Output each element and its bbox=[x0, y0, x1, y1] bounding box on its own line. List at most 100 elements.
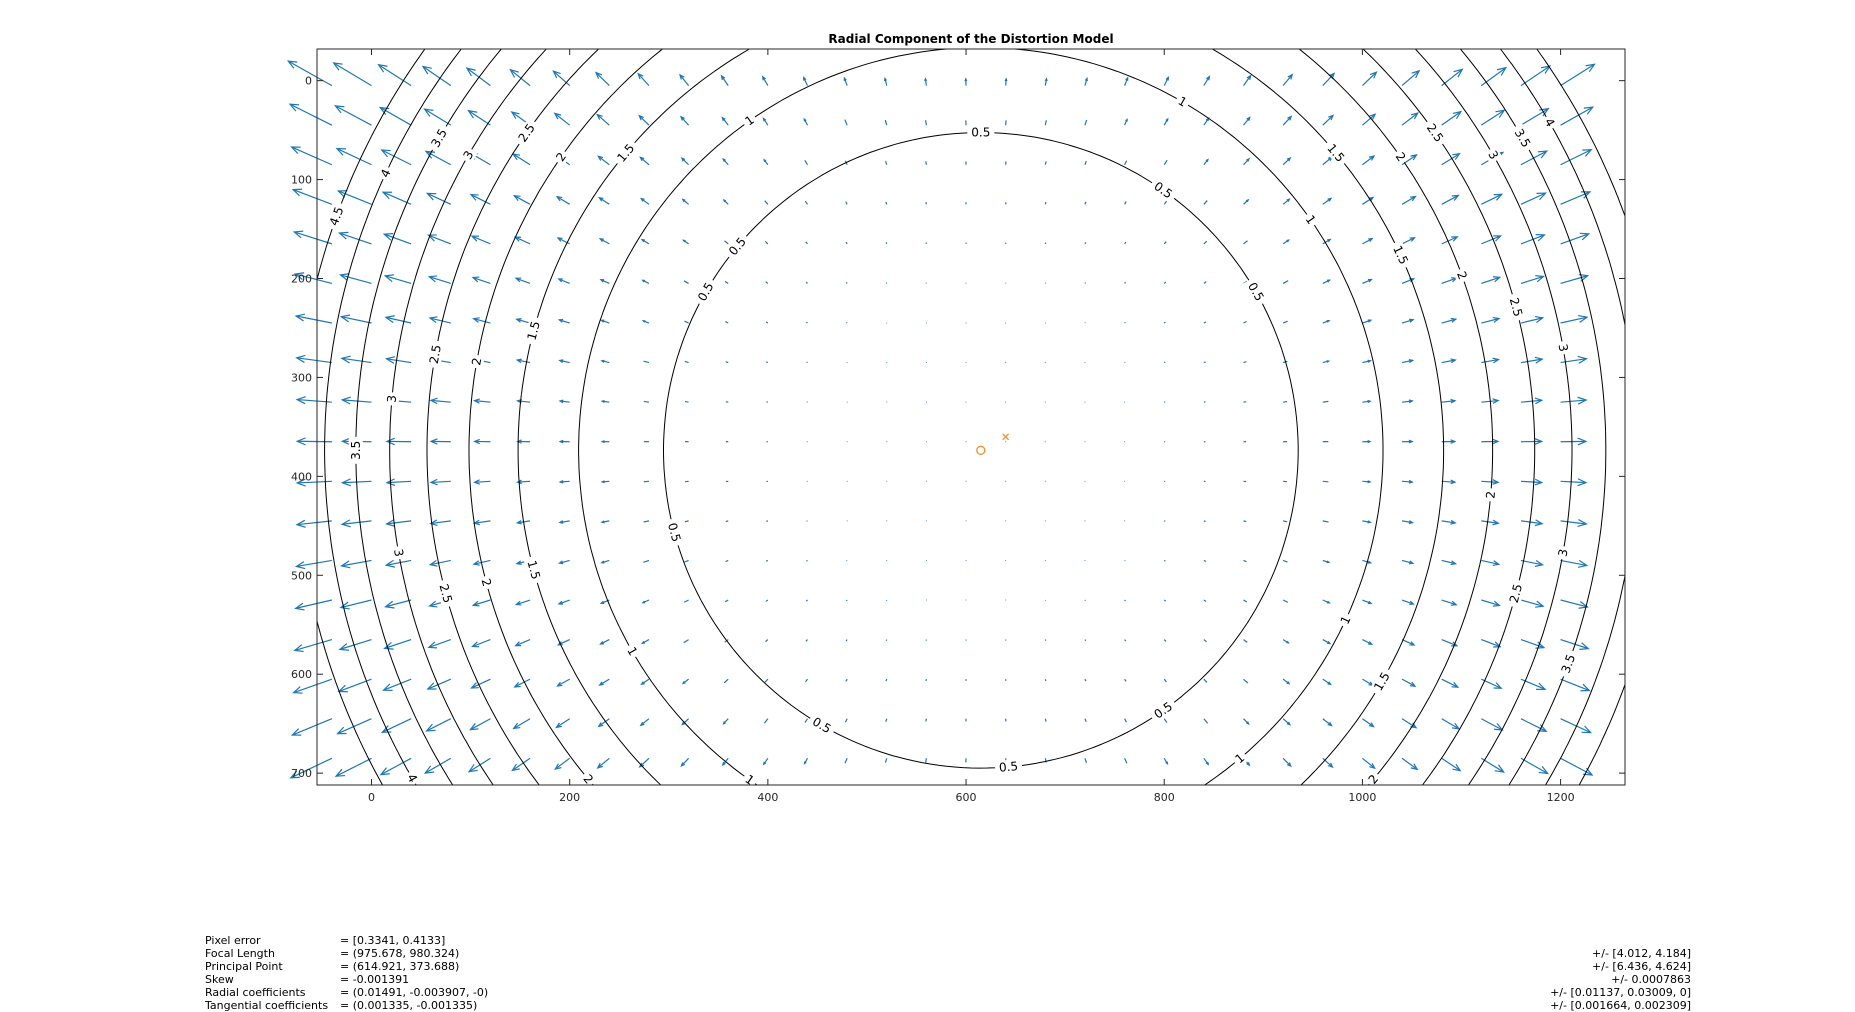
quiver-arrow bbox=[336, 758, 371, 776]
quiver-arrow bbox=[338, 719, 372, 734]
quiver-arrow bbox=[1442, 154, 1460, 165]
quiver-arrow bbox=[926, 560, 927, 561]
info-row: Focal Length= (975.678, 980.324) bbox=[205, 947, 488, 960]
y-tick-label: 300 bbox=[291, 371, 312, 384]
quiver-arrow bbox=[1085, 242, 1086, 244]
quiver-arrow bbox=[845, 120, 847, 126]
info-name: Radial coefficients bbox=[205, 986, 340, 999]
calibration-values: Pixel error= [0.3341, 0.4133]Focal Lengt… bbox=[205, 934, 488, 1012]
quiver-arrow bbox=[1362, 72, 1376, 85]
quiver-arrow bbox=[1045, 679, 1046, 681]
contour-label: 0.5 bbox=[665, 521, 683, 543]
quiver-arrow bbox=[806, 679, 808, 682]
quiver-arrow bbox=[514, 196, 530, 205]
quiver-arrow bbox=[805, 201, 807, 204]
quiver-arrow bbox=[1005, 402, 1006, 403]
quiver-arrow bbox=[1204, 282, 1206, 284]
quiver-arrow bbox=[1402, 71, 1419, 86]
info-name: Skew bbox=[205, 973, 340, 986]
info-uncertainty: +/- [6.436, 4.624] bbox=[1550, 960, 1691, 973]
quiver-arrow bbox=[724, 241, 728, 244]
quiver-arrow bbox=[1164, 600, 1165, 601]
quiver-arrow bbox=[428, 235, 450, 244]
quiver-arrow bbox=[384, 679, 412, 690]
contour-line bbox=[518, 49, 1444, 785]
quiver-arrow bbox=[427, 719, 451, 731]
quiver-arrowhead bbox=[334, 63, 343, 70]
quiver-arrow bbox=[513, 154, 530, 165]
quiver-arrow bbox=[1442, 112, 1461, 126]
quiver-arrow bbox=[644, 401, 649, 402]
quiver-arrow bbox=[886, 323, 887, 324]
quiver-arrow bbox=[472, 236, 490, 244]
quiver-arrow bbox=[471, 195, 490, 205]
quiver-arrow bbox=[1045, 161, 1046, 164]
quiver-arrow bbox=[1323, 401, 1329, 402]
quiver-arrow bbox=[557, 679, 569, 686]
quiver-arrow bbox=[847, 481, 848, 482]
quiver-arrow bbox=[1283, 281, 1288, 284]
quiver-arrow bbox=[1005, 560, 1006, 561]
quiver-arrow bbox=[1481, 110, 1504, 125]
quiver-arrow bbox=[596, 73, 609, 86]
quiver-arrow bbox=[1045, 202, 1046, 204]
quiver-arrow bbox=[1561, 64, 1595, 85]
quiver-arrow bbox=[926, 520, 927, 521]
quiver-arrow bbox=[847, 441, 848, 442]
quiver-arrow bbox=[1561, 107, 1593, 125]
quiver-arrow bbox=[294, 232, 332, 244]
quiver-arrowhead bbox=[425, 766, 434, 773]
y-tick-label: 500 bbox=[291, 569, 312, 582]
quiver-arrow bbox=[886, 520, 887, 521]
quiver-arrow bbox=[886, 402, 887, 403]
quiver-arrow bbox=[1204, 201, 1207, 205]
quiver-arrow bbox=[1005, 323, 1006, 324]
quiver-arrow bbox=[966, 481, 967, 482]
quiver-arrow bbox=[1204, 679, 1207, 682]
quiver-arrow bbox=[886, 202, 887, 204]
info-row: Skew= -0.001391 bbox=[205, 973, 488, 986]
quiver-arrow bbox=[926, 161, 927, 164]
quiver-arrow bbox=[766, 521, 768, 522]
quiver-arrow bbox=[966, 402, 967, 403]
quiver-arrow bbox=[1244, 679, 1248, 683]
quiver-arrow bbox=[926, 323, 927, 324]
y-tick-label: 200 bbox=[291, 273, 312, 286]
quiver-arrow bbox=[926, 402, 927, 403]
contour-label: 3 bbox=[385, 394, 400, 403]
quiver-arrow bbox=[1045, 120, 1046, 125]
quiver-arrow bbox=[926, 481, 927, 482]
quiver-arrow bbox=[847, 520, 848, 521]
quiver-arrow bbox=[1481, 640, 1500, 647]
quiver-arrow bbox=[1125, 202, 1127, 205]
quiver-arrow bbox=[1204, 640, 1207, 642]
quiver-arrow bbox=[846, 640, 847, 641]
info-row: Radial coefficients= (0.01491, -0.003907… bbox=[205, 986, 488, 999]
quiver-arrow bbox=[1362, 156, 1374, 165]
quiver-arrow bbox=[1481, 68, 1506, 86]
contour-label: 0.5 bbox=[971, 126, 990, 140]
quiver-arrow bbox=[806, 640, 808, 642]
quiver-arrow bbox=[468, 111, 490, 126]
quiver-arrow bbox=[1283, 521, 1287, 522]
quiver-arrow bbox=[1084, 362, 1085, 363]
quiver-arrow bbox=[1125, 679, 1126, 681]
quiver-arrow bbox=[1085, 719, 1086, 722]
quiver-arrow bbox=[556, 719, 569, 728]
quiver-arrow bbox=[1442, 237, 1458, 244]
quiver-arrow bbox=[1323, 115, 1333, 125]
quiver-arrow bbox=[643, 560, 649, 562]
quiver-arrow bbox=[1521, 679, 1545, 689]
quiver-arrow bbox=[725, 281, 728, 283]
quiver-arrow bbox=[725, 322, 728, 323]
quiver-arrow bbox=[684, 640, 689, 643]
quiver-arrowhead bbox=[1452, 154, 1459, 160]
quiver-arrow bbox=[1481, 194, 1501, 204]
quiver-arrow bbox=[1561, 481, 1586, 482]
quiver-arrow bbox=[685, 361, 689, 362]
quiver-arrowhead bbox=[469, 764, 478, 771]
quiver-arrow bbox=[1204, 600, 1206, 602]
quiver-arrow bbox=[290, 104, 332, 125]
quiver-arrow bbox=[644, 361, 649, 362]
quiver-arrow bbox=[1125, 640, 1126, 642]
